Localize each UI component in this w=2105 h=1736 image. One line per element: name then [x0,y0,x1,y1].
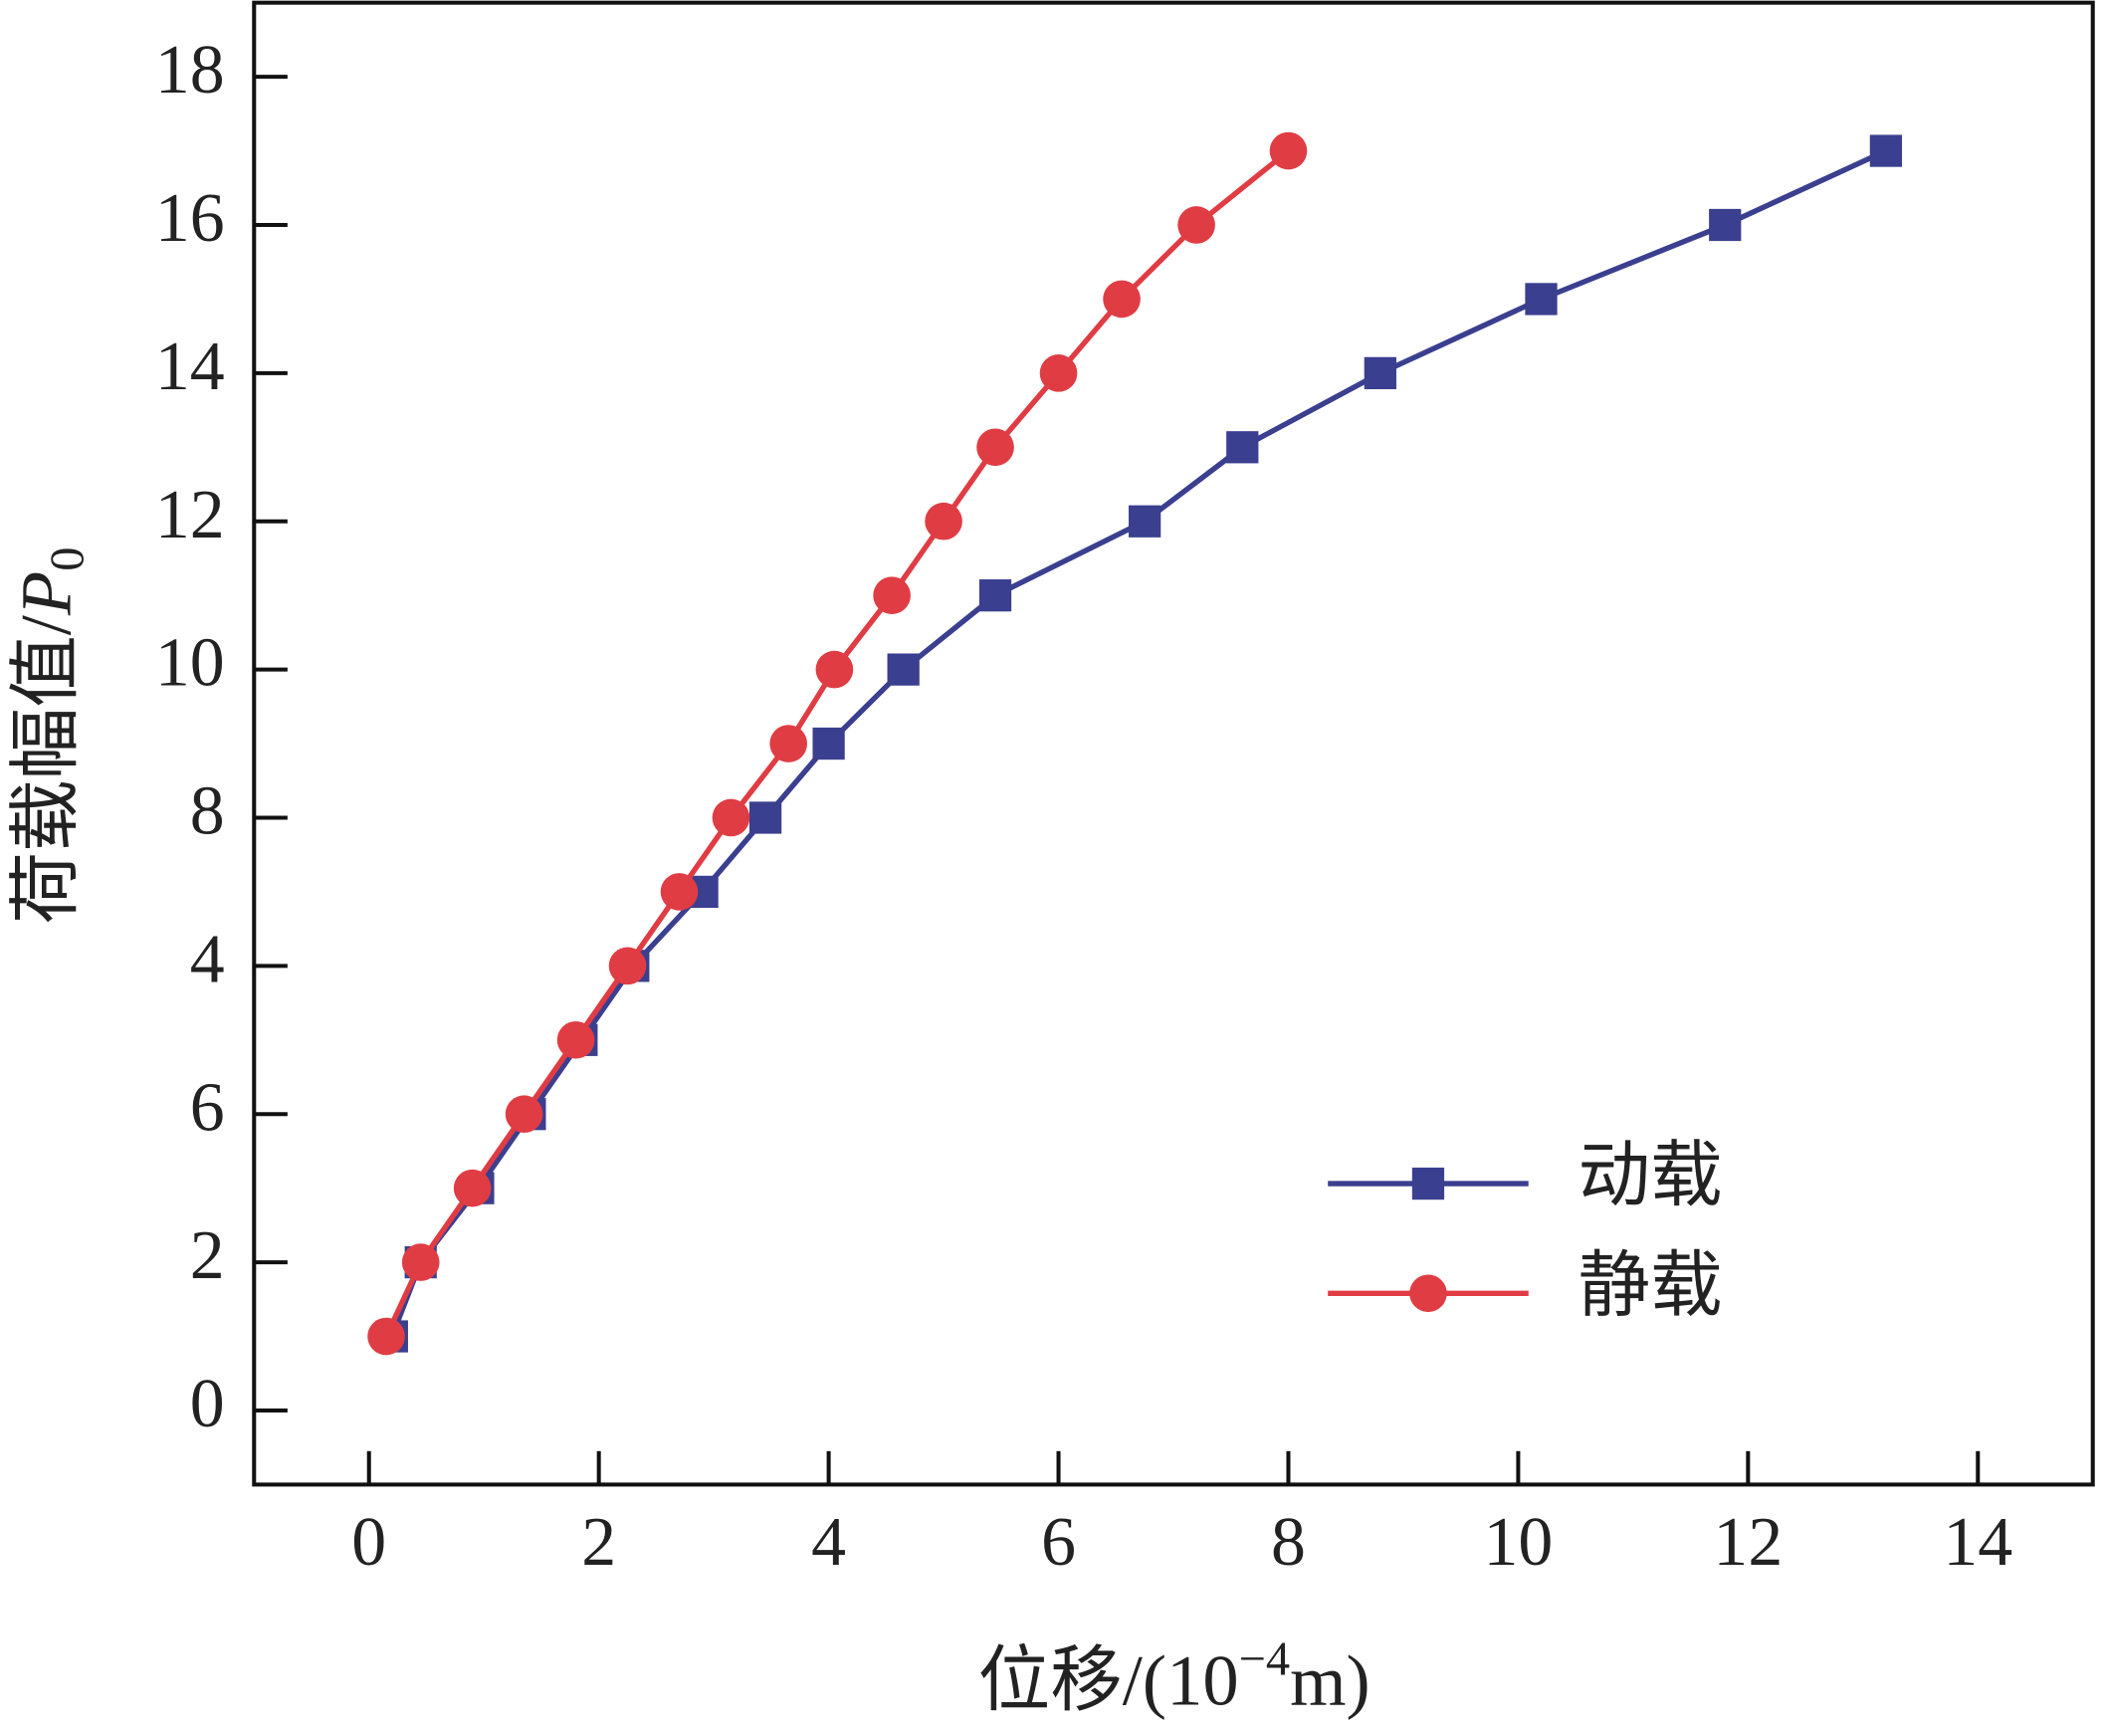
y-label-var: P [5,571,86,616]
x-tick-label: 10 [1483,1504,1553,1581]
marker [887,653,920,686]
marker [1525,283,1558,316]
x-tick-label: 8 [1271,1504,1306,1581]
x-tick-label: 4 [811,1504,846,1581]
marker [505,1095,543,1134]
marker [976,428,1014,467]
marker [401,1243,440,1281]
marker [556,1020,595,1059]
marker [608,947,647,985]
legend-marker [1411,1167,1445,1200]
marker [367,1317,405,1356]
marker [1226,431,1259,464]
marker [769,725,808,762]
marker [1269,131,1308,170]
y-tick-label: 4 [190,921,225,997]
legend-marker [1409,1274,1447,1313]
x-tick-label: 14 [1943,1504,2012,1581]
marker [873,576,911,614]
y-tick-label: 6 [190,1069,225,1146]
y-tick-label: 12 [155,477,225,553]
y-tick-label: 0 [190,1366,225,1442]
legend-label: 动载 [1578,1136,1722,1216]
y-label-main: 荷载幅值/ [5,614,86,924]
marker [978,579,1012,612]
x-tick-label: 6 [1041,1504,1076,1581]
x-tick-label: 0 [351,1504,386,1581]
x-label-sup: −4 [1239,1633,1290,1686]
plot-frame [252,0,2095,1487]
marker [1364,356,1396,389]
y-tick-label: 10 [155,625,225,702]
x-label-tail: m) [1290,1639,1370,1720]
y-tick-label: 18 [155,32,225,108]
marker [1177,206,1215,244]
y-label-sub: 0 [42,547,95,571]
marker [1709,208,1742,242]
plot-root: 位移/(10−4m) 荷载幅值/P0 0 2 4 6 8 10 12 140264810121… [5,0,2095,1721]
y-tick-label: 14 [155,328,225,405]
x-tick-label: 2 [581,1504,616,1581]
marker [453,1169,492,1207]
y-tick-label: 8 [190,773,225,850]
marker [1129,505,1161,538]
y-tick-label: 2 [190,1217,225,1294]
marker [660,873,699,911]
legend-label: 静载 [1578,1245,1722,1326]
marker [1039,354,1078,392]
marker [1103,280,1141,319]
x-label-main: 位移/(10 [978,1639,1239,1720]
marker [1869,134,1903,167]
marker [748,801,782,834]
y-axis-label: 荷载幅值/P0 [5,547,94,925]
x-tick-label: 12 [1713,1504,1783,1581]
marker [812,727,845,760]
y-tick-label: 16 [155,180,225,257]
x-axis-label: 位移/(10−4m) [978,1633,1370,1721]
marker [925,502,962,541]
marker [815,650,854,689]
marker [712,798,750,837]
